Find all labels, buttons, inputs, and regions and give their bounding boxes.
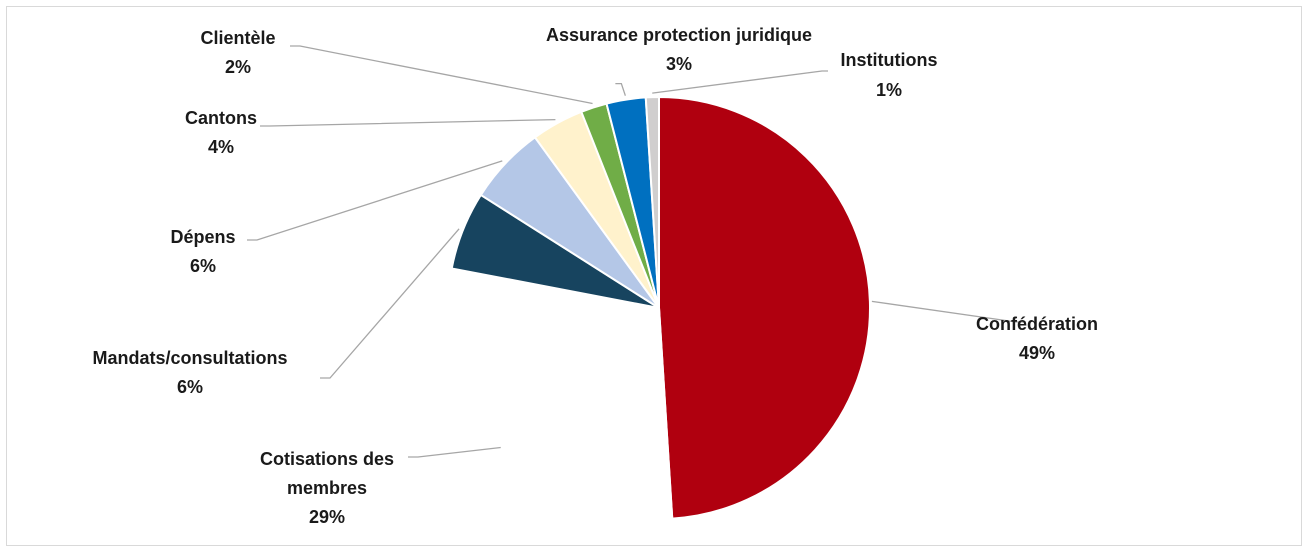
data-label-percent-depens: 6% — [190, 256, 216, 276]
data-label-percent-assurance-protection-juridique: 3% — [666, 54, 692, 74]
data-label-category-clientele: Clientèle — [200, 28, 275, 48]
pie-chart: Confédération 49% Cotisations des membres 29… — [92, 25, 1098, 527]
leader-line-cantons — [260, 118, 556, 127]
data-label-percent-cantons: 4% — [208, 137, 234, 157]
leader-lines — [247, 45, 1026, 458]
data-label-category-mandats-consultations: Mandats/consultations — [92, 348, 287, 368]
data-label-category-confederation: Confédération — [976, 314, 1098, 334]
data-label-category-institutions: Institutions — [841, 50, 938, 70]
pie-slices — [447, 95, 871, 520]
pie-slice-confederation — [658, 95, 871, 520]
data-label-category-cotisations-des-membres: membres — [287, 478, 367, 498]
data-label-category-depens: Dépens — [170, 227, 235, 247]
data-label-percent-mandats-consultations: 6% — [177, 377, 203, 397]
data-labels: Confédération 49% Cotisations des membres 29… — [92, 25, 1098, 527]
leader-line-mandats-consultations — [320, 228, 460, 379]
data-label-category-cantons: Cantons — [185, 108, 257, 128]
data-label-percent-clientele: 2% — [225, 57, 251, 77]
data-label-category-assurance-protection-juridique: Assurance protection juridique — [546, 25, 812, 45]
leader-line-confederation — [871, 300, 1026, 323]
leader-line-institutions — [652, 70, 828, 94]
leader-line-assurance-protection-juridique — [615, 82, 626, 96]
leader-line-clientele — [290, 45, 593, 105]
data-label-percent-institutions: 1% — [876, 80, 902, 100]
data-label-percent-cotisations-des-membres: 29% — [309, 507, 345, 527]
data-label-category-cotisations-des-membres: Cotisations des — [260, 449, 394, 469]
leader-line-depens — [247, 160, 503, 241]
pie-slice-institutions — [644, 95, 660, 309]
leader-line-cotisations-des-membres — [408, 446, 501, 458]
pie-slice-cotisations-des-membres — [447, 267, 674, 520]
data-label-percent-confederation: 49% — [1019, 343, 1055, 363]
